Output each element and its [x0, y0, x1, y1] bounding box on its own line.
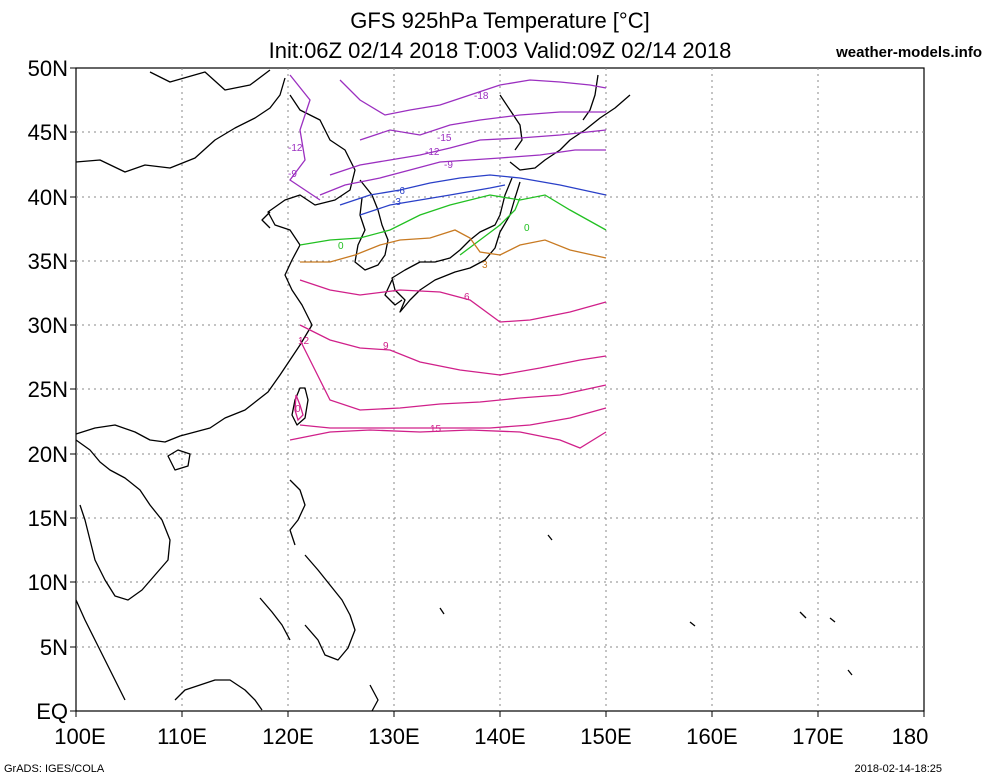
contour-plus15 — [299, 407, 607, 429]
map-title: GFS 925hPa Temperature [°C] — [350, 8, 650, 33]
coast-islet — [689, 621, 696, 627]
contour-label: -12 — [288, 143, 303, 154]
coast-luzon — [289, 479, 306, 546]
contour-label: 0 — [338, 241, 344, 252]
coast-borneo — [174, 679, 263, 711]
coast-hainan — [167, 449, 191, 471]
coast-hokkaido-kurils — [509, 94, 631, 171]
lon-label: 170E — [792, 724, 843, 749]
coast-shandong — [261, 211, 271, 229]
coast-china — [75, 94, 356, 443]
coast-islet — [847, 669, 853, 676]
contour-label: -3 — [392, 197, 401, 208]
contour-minus6 — [339, 174, 607, 206]
lat-label: 15N — [28, 506, 68, 531]
contour-plus15b — [289, 429, 607, 449]
lon-label: 110E — [157, 724, 207, 749]
lat-label: 10N — [28, 570, 68, 595]
contour-label: 0 — [295, 404, 301, 415]
contour-minus18 — [339, 79, 607, 116]
coast-islet — [829, 617, 836, 623]
contour-label: 9 — [383, 341, 389, 352]
lon-label: 180 — [892, 724, 929, 749]
lon-label: 160E — [686, 724, 737, 749]
contour-taiwan — [294, 394, 304, 422]
coast-taiwan — [291, 387, 309, 426]
contour-label: -9 — [444, 160, 453, 171]
lat-label: 50N — [28, 56, 68, 81]
lon-label: 140E — [474, 724, 525, 749]
lon-label: 100E — [54, 724, 105, 749]
contour-minus9 — [319, 149, 606, 196]
coast-palawan — [259, 597, 291, 641]
graticule — [76, 68, 924, 711]
coast-primorye — [499, 94, 523, 151]
contour-plus6 — [299, 279, 607, 323]
lon-label: 120E — [262, 724, 313, 749]
coast-lake-baikal-region — [149, 69, 271, 91]
lat-label: 20N — [28, 442, 68, 467]
coast-islet — [369, 684, 379, 712]
lat-label: 25N — [28, 377, 68, 402]
contour-minus12 — [289, 74, 321, 201]
temperature-contours — [289, 74, 607, 449]
contour-label: 12 — [298, 336, 310, 347]
coast-islet — [799, 611, 807, 619]
coast-honshu — [391, 177, 521, 313]
contour-plus9 — [299, 324, 607, 376]
lon-label: 130E — [368, 724, 419, 749]
contour-label-group: -18 -15 -12 -12 -9 -9 -6 -3 0 0 3 6 9 12… — [288, 91, 530, 435]
lat-label: 40N — [28, 185, 68, 210]
contour-label: -6 — [396, 186, 405, 197]
coast-islet — [439, 607, 445, 615]
contour-minus3 — [359, 184, 506, 216]
contour-label: 3 — [482, 260, 488, 271]
lon-label: 150E — [580, 724, 631, 749]
coastlines — [75, 69, 853, 712]
contour-label: -9 — [288, 169, 297, 180]
contour-zero — [299, 194, 607, 246]
contour-plus12 — [299, 339, 607, 411]
coast-korea — [354, 179, 389, 271]
coast-islet — [547, 534, 553, 541]
site-label[interactable]: weather-models.info — [836, 44, 982, 61]
contour-label: -18 — [474, 91, 489, 102]
map-subtitle: Init:06Z 02/14 2018 T:003 Valid:09Z 02/1… — [268, 38, 732, 63]
contour-label: 6 — [464, 292, 470, 303]
contour-minus12b — [329, 129, 607, 176]
lat-label: 35N — [28, 249, 68, 274]
render-timestamp: 2018-02-14-18:25 — [854, 763, 942, 775]
contour-label: 15 — [430, 424, 442, 435]
lat-label: 45N — [28, 120, 68, 145]
coast-visayas-mindanao — [304, 554, 356, 661]
contour-zero-japan — [459, 197, 521, 256]
contour-minus15 — [359, 111, 606, 141]
coast-malay — [75, 599, 126, 701]
axis-ticks — [70, 67, 925, 717]
coast-north-asia — [75, 77, 286, 173]
contour-label: -15 — [437, 133, 452, 144]
lat-label: 5N — [40, 635, 68, 660]
coast-sakhalin — [582, 74, 599, 121]
grads-credit: GrADS: IGES/COLA — [4, 763, 105, 775]
coast-indochina — [75, 439, 171, 601]
contour-label: 0 — [524, 223, 530, 234]
contour-plus3 — [300, 229, 607, 263]
lat-label: EQ — [36, 699, 68, 724]
coast-kyushu — [384, 279, 403, 306]
lat-label: 30N — [28, 313, 68, 338]
contour-label: -12 — [425, 147, 440, 158]
